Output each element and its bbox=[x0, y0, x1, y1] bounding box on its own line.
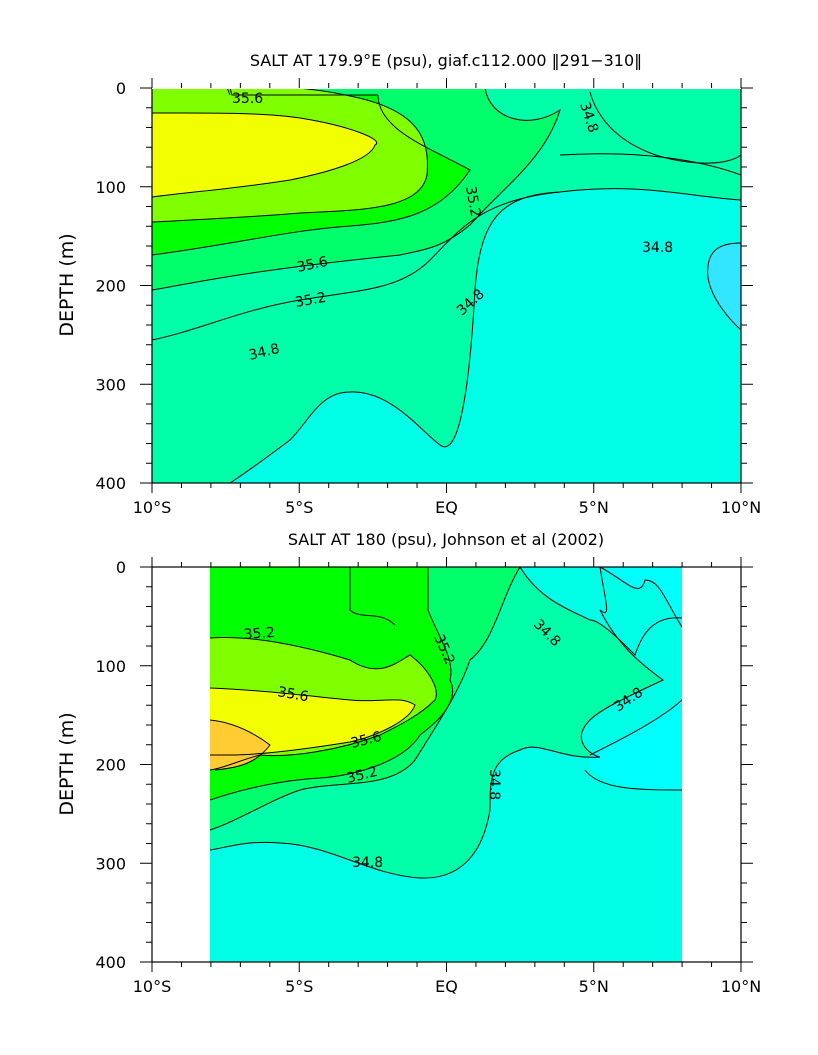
bottom-x-tick-label: 10°N bbox=[721, 977, 761, 996]
top-band-blue-pocket bbox=[707, 243, 741, 330]
top-panel-title: SALT AT 179.9°E (psu), giaf.c112.000 ‖29… bbox=[250, 51, 642, 70]
bottom-x-tick-label: EQ bbox=[435, 977, 458, 996]
top-x-tick-label: 10°N bbox=[721, 498, 761, 517]
top-contour-label: 35.6 bbox=[296, 254, 330, 276]
top-panel: SALT AT 179.9°E (psu), giaf.c112.000 ‖29… bbox=[56, 51, 761, 517]
bottom-x-tick-label: 5°N bbox=[579, 977, 609, 996]
top-contour-label: 35.6 bbox=[232, 91, 263, 107]
top-contour-label: 34.8 bbox=[247, 341, 281, 364]
bottom-y-tick-label: 100 bbox=[95, 657, 126, 676]
top-band-aqua-upper-right bbox=[485, 88, 741, 175]
bottom-y-tick-label: 300 bbox=[95, 854, 126, 873]
bottom-y-tick-label: 400 bbox=[95, 953, 126, 972]
top-band-yellow bbox=[152, 112, 377, 197]
top-y-tick-label: 200 bbox=[95, 277, 126, 296]
bottom-panel-title: SALT AT 180 (psu), Johnson et al (2002) bbox=[288, 530, 604, 549]
bottom-contour-label: 35.6 bbox=[276, 684, 310, 705]
top-y-tick-label: 100 bbox=[95, 178, 126, 197]
top-axes: 10°S 5°S EQ 5°N 10°N 0 100 200 300 400 bbox=[95, 78, 761, 517]
top-y-axis-label: DEPTH (m) bbox=[56, 233, 78, 336]
top-contour-fill bbox=[152, 88, 741, 483]
bottom-contour-label: 34.8 bbox=[352, 855, 383, 871]
bottom-axes: 10°S 5°S EQ 5°N 10°N 0 100 200 300 400 bbox=[95, 557, 761, 996]
bottom-contour-label: 35.6 bbox=[349, 729, 383, 752]
top-x-tick-label: 5°N bbox=[579, 498, 609, 517]
bottom-y-tick-label: 0 bbox=[116, 558, 126, 577]
bottom-band-blue-pocket bbox=[589, 567, 682, 790]
top-contour-label: 35.2 bbox=[294, 290, 327, 311]
top-contour-label: 34.8 bbox=[642, 240, 673, 256]
bottom-contour-label: 35.2 bbox=[345, 764, 379, 787]
bottom-panel: SALT AT 180 (psu), Johnson et al (2002) bbox=[56, 530, 761, 996]
bottom-y-tick-label: 200 bbox=[95, 756, 126, 775]
bottom-contour-label: 34.8 bbox=[486, 769, 502, 800]
top-x-tick-label: 5°S bbox=[285, 498, 313, 517]
top-x-tick-label: 10°S bbox=[133, 498, 172, 517]
bottom-contour-fill bbox=[210, 567, 682, 962]
bottom-x-tick-label: 5°S bbox=[285, 977, 313, 996]
top-y-tick-label: 400 bbox=[95, 474, 126, 493]
top-y-tick-label: 0 bbox=[116, 79, 126, 98]
bottom-x-tick-label: 10°S bbox=[133, 977, 172, 996]
bottom-band-yellow bbox=[210, 688, 415, 755]
top-y-tick-label: 300 bbox=[95, 375, 126, 394]
bottom-band-orange bbox=[210, 720, 270, 770]
top-contour-label: 35.2 bbox=[462, 185, 483, 218]
top-contour-labels: 35.6 35.6 35.2 35.2 34.8 34.8 34.8 34.8 bbox=[232, 91, 673, 364]
bottom-y-axis-label: DEPTH (m) bbox=[56, 712, 78, 815]
top-contour-lines bbox=[152, 88, 741, 483]
bottom-contour-label: 35.2 bbox=[243, 625, 275, 643]
top-x-tick-label: EQ bbox=[435, 498, 458, 517]
bottom-contour-lines bbox=[210, 567, 682, 879]
